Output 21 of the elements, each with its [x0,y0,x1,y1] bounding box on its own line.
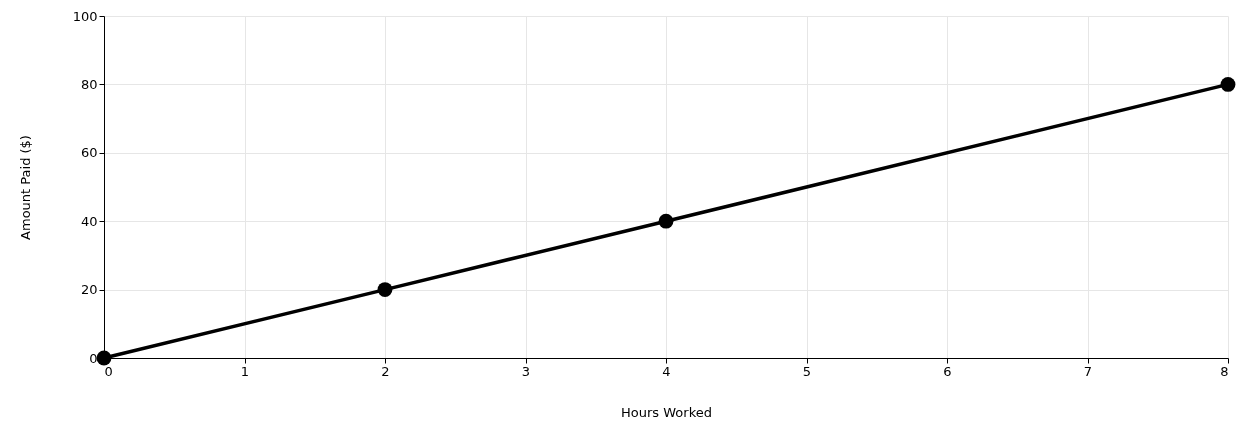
x-tick-label: 0 [104,363,113,379]
x-tick-label: 1 [240,363,250,379]
x-tick-label: 4 [662,363,671,379]
x-tick-label: 5 [802,363,812,379]
point [96,350,112,366]
x-tick-label: 6 [943,363,952,379]
x-tick-label: 8 [1220,363,1229,379]
y-tick-label: 60 [80,145,98,161]
x-axis-title: Hours Worked [621,404,712,420]
x-tick-label: 7 [1083,363,1093,379]
y-tick-label: 20 [80,282,98,298]
x-tick-label: 2 [381,363,390,379]
y-tick-label: 100 [72,8,98,24]
point [1220,77,1236,92]
point [377,282,393,297]
y-axis-title: Amount Paid ($) [17,135,33,240]
x-tick-label: 3 [521,363,531,379]
y-tick-label: 0 [89,350,98,366]
y-tick-label: 40 [80,213,98,229]
y-tick-label: 80 [80,76,98,92]
point [658,213,674,229]
